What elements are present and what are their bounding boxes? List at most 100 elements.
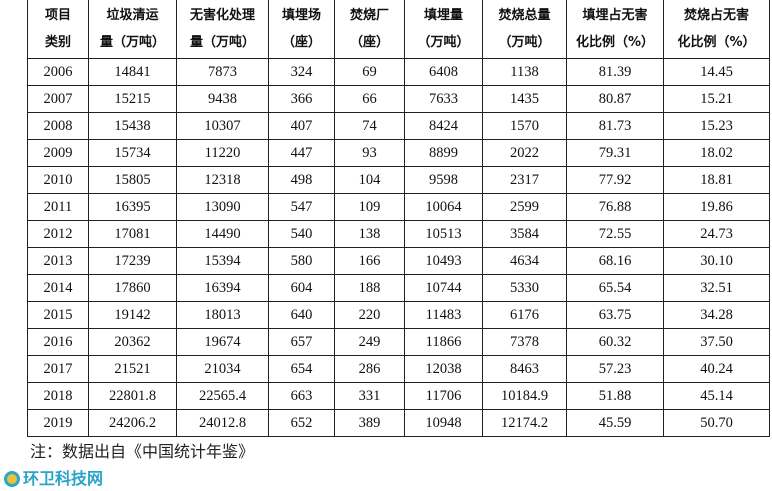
table-row: 2007 15215 9438 366 66 7633 1435 80.87 15.21 [27, 85, 770, 113]
table-cell: 286 [334, 355, 405, 383]
year-cell: 2019 [27, 409, 89, 437]
table-cell: 366 [268, 85, 335, 113]
table-cell: 8424 [404, 112, 483, 140]
column-header: 焚烧占无害 化比例（%） [663, 0, 770, 59]
table-cell: 17081 [88, 220, 177, 248]
table-cell: 6176 [482, 301, 567, 329]
year-cell: 2014 [27, 274, 89, 302]
column-header-line: 化比例（%） [677, 35, 756, 50]
column-header-line: 填埋场 [281, 8, 321, 23]
table-cell: 13090 [176, 193, 269, 221]
table-cell: 21521 [88, 355, 177, 383]
table-cell: 80.87 [566, 85, 664, 113]
column-header-line: 无害化处理 [189, 8, 255, 23]
table-cell: 8899 [404, 139, 483, 167]
table-cell: 220 [334, 301, 405, 329]
table-cell: 19.86 [663, 193, 770, 221]
column-header-line: 焚烧总量 [498, 8, 551, 23]
table-cell: 21034 [176, 355, 269, 383]
table-cell: 6408 [404, 58, 483, 86]
table-cell: 51.88 [566, 382, 664, 410]
table-cell: 12174.2 [482, 409, 567, 437]
table-row: 2014 17860 16394 604 188 10744 5330 65.54 32.51 [27, 274, 770, 302]
table-cell: 16395 [88, 193, 177, 221]
watermark-text: 环卫科技网 [23, 469, 104, 488]
table-cell: 652 [268, 409, 335, 437]
table-cell: 249 [334, 328, 405, 356]
table-cell: 11706 [404, 382, 483, 410]
table-cell: 389 [334, 409, 405, 437]
table-cell: 14490 [176, 220, 269, 248]
table-cell: 12038 [404, 355, 483, 383]
table-row: 2015 19142 18013 640 220 11483 6176 63.75 34.28 [27, 301, 770, 329]
table-cell: 138 [334, 220, 405, 248]
column-header: 焚烧厂 （座） [334, 0, 405, 59]
table-cell: 1435 [482, 85, 567, 113]
table-cell: 20362 [88, 328, 177, 356]
table-cell: 10948 [404, 409, 483, 437]
table-cell: 24012.8 [176, 409, 269, 437]
year-cell: 2017 [27, 355, 89, 383]
year-cell: 2006 [27, 58, 89, 86]
column-header-line: 化比例（%） [575, 35, 655, 50]
column-header: 填埋场 （座） [268, 0, 335, 59]
table-cell: 11866 [404, 328, 483, 356]
table-cell: 32.51 [663, 274, 770, 302]
table-row: 2006 14841 7873 324 69 6408 1138 81.39 14.45 [27, 58, 770, 86]
table-cell: 10493 [404, 247, 483, 275]
table-cell: 93 [334, 139, 405, 167]
column-header-line: 填埋量 [423, 8, 463, 23]
column-header-line: 垃圾清运 [106, 8, 159, 23]
table-cell: 5330 [482, 274, 567, 302]
table-cell: 109 [334, 193, 405, 221]
table-cell: 15734 [88, 139, 177, 167]
column-header: 填埋占无害 化比例（%） [566, 0, 664, 59]
table-cell: 324 [268, 58, 335, 86]
table-cell: 15215 [88, 85, 177, 113]
table-cell: 407 [268, 112, 335, 140]
table-cell: 663 [268, 382, 335, 410]
table-cell: 76.88 [566, 193, 664, 221]
table-cell: 7378 [482, 328, 567, 356]
table-cell: 40.24 [663, 355, 770, 383]
table-body: 2006 14841 7873 324 69 6408 1138 81.39 14.45 2007… [27, 58, 770, 437]
table-cell: 7873 [176, 58, 269, 86]
table-cell: 15.23 [663, 112, 770, 140]
year-cell: 2013 [27, 247, 89, 275]
table-cell: 65.54 [566, 274, 664, 302]
table-cell: 72.55 [566, 220, 664, 248]
table-cell: 15438 [88, 112, 177, 140]
table-cell: 66 [334, 85, 405, 113]
table-cell: 657 [268, 328, 335, 356]
table-cell: 34.28 [663, 301, 770, 329]
table-row: 2017 21521 21034 654 286 12038 8463 57.23 40.24 [27, 355, 770, 383]
watermark: 环卫科技网 [4, 469, 103, 489]
table-cell: 3584 [482, 220, 567, 248]
table-cell: 10064 [404, 193, 483, 221]
table-row: 2018 22801.8 22565.4 663 331 11706 10184.9 51.8… [27, 382, 770, 410]
table-row: 2010 15805 12318 498 104 9598 2317 77.92 18.81 [27, 166, 770, 194]
table-cell: 81.73 [566, 112, 664, 140]
table-cell: 14841 [88, 58, 177, 86]
year-cell: 2015 [27, 301, 89, 329]
watermark-logo-icon [4, 471, 20, 487]
column-header-line: 量（万吨） [189, 35, 255, 50]
table-cell: 10744 [404, 274, 483, 302]
table-cell: 45.14 [663, 382, 770, 410]
table-cell: 2022 [482, 139, 567, 167]
table-cell: 1570 [482, 112, 567, 140]
table-cell: 50.70 [663, 409, 770, 437]
table-cell: 604 [268, 274, 335, 302]
table-cell: 7633 [404, 85, 483, 113]
year-cell: 2007 [27, 85, 89, 113]
year-cell: 2010 [27, 166, 89, 194]
table-cell: 63.75 [566, 301, 664, 329]
table-cell: 24.73 [663, 220, 770, 248]
table-cell: 11220 [176, 139, 269, 167]
year-cell: 2018 [27, 382, 89, 410]
table-row: 2008 15438 10307 407 74 8424 1570 81.73 15.23 [27, 112, 770, 140]
table-cell: 4634 [482, 247, 567, 275]
table-cell: 60.32 [566, 328, 664, 356]
table-cell: 654 [268, 355, 335, 383]
column-header: 焚烧总量 （万吨） [482, 0, 567, 59]
